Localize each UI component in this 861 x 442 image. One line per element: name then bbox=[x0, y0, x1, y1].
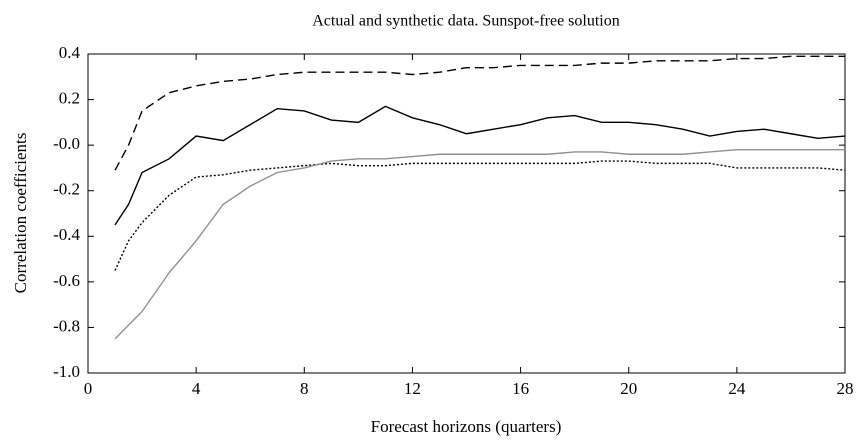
y-tick-label: 0.4 bbox=[59, 43, 81, 62]
y-tick-label: -0.6 bbox=[53, 271, 80, 290]
series-line bbox=[114, 160, 846, 271]
x-tick-label: 8 bbox=[300, 379, 309, 398]
plot-frame bbox=[87, 53, 846, 374]
x-axis-label: Forecast horizons (quarters) bbox=[371, 417, 562, 436]
x-tick-label: 16 bbox=[512, 379, 529, 398]
y-tick-label: -0.8 bbox=[53, 316, 80, 335]
x-tick-label: 24 bbox=[728, 379, 746, 398]
series-line bbox=[114, 105, 846, 226]
x-tick-label: 28 bbox=[837, 379, 854, 398]
x-tick-label: 20 bbox=[620, 379, 637, 398]
x-tick-label: 4 bbox=[192, 379, 201, 398]
y-tick-label: -0.2 bbox=[53, 180, 80, 199]
y-tick-label: 0.2 bbox=[59, 88, 80, 107]
x-tick-label: 0 bbox=[84, 379, 93, 398]
series-line bbox=[114, 149, 845, 340]
chart-title: Actual and synthetic data. Sunspot-free … bbox=[312, 13, 619, 30]
x-tick-label: 12 bbox=[404, 379, 421, 398]
y-tick-label: -0.4 bbox=[53, 225, 80, 244]
y-tick-label: -0.0 bbox=[53, 134, 80, 153]
y-axis-label: Correlation coefficients bbox=[11, 133, 30, 294]
series-line bbox=[114, 55, 845, 171]
y-tick-label: -1.0 bbox=[53, 362, 80, 381]
